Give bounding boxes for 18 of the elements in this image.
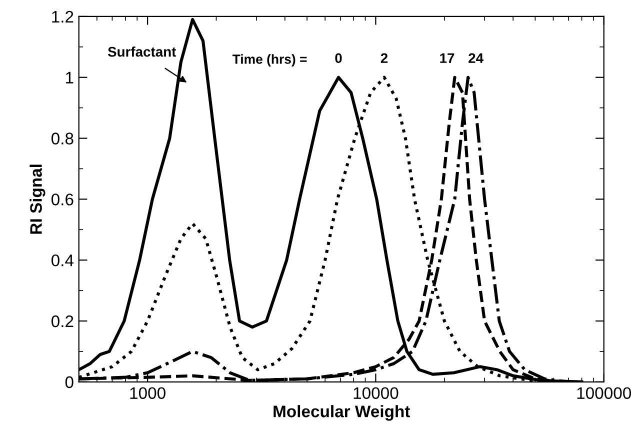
series-label: 24 [468, 53, 484, 63]
series-label: 0 [335, 53, 342, 64]
x-tick-label: 1000 [130, 387, 166, 400]
series-label: 17 [440, 53, 454, 63]
x-tick-label: 100000 [577, 387, 631, 400]
y-tick-label: 0.2 [52, 315, 74, 328]
y-tick-label: 0.6 [52, 194, 74, 206]
y-axis-title: RI Signal [30, 164, 46, 234]
y-tick-label: 1 [66, 72, 74, 84]
annotation: Time (hrs) = [232, 54, 307, 66]
y-tick-label: 1.2 [52, 10, 74, 22]
y-tick-label: 0.4 [52, 254, 74, 266]
y-tick-label: 0.8 [52, 132, 74, 144]
x-tick-label: 10000 [354, 387, 398, 400]
series-label: 2 [380, 53, 388, 63]
x-axis-title: Molecular Weight [274, 405, 410, 421]
annotation: Surfactant [108, 46, 176, 57]
y-tick-label: 0 [65, 376, 74, 388]
